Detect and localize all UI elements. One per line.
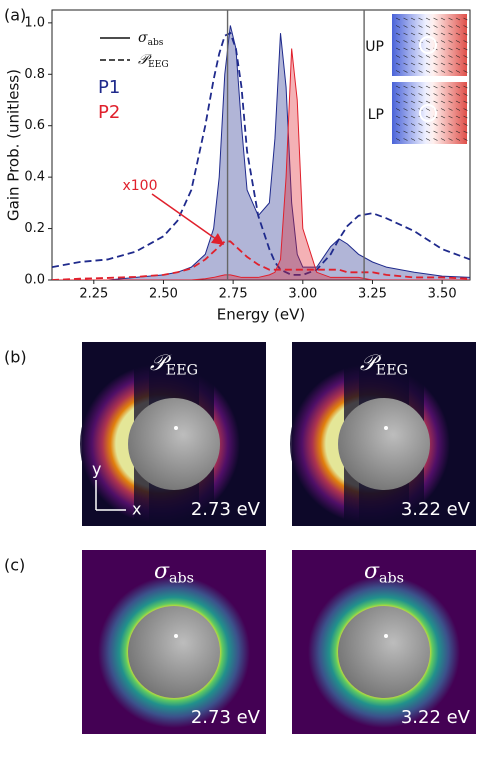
map-title-symbol: σ xyxy=(364,559,380,584)
y-tick-label: 0.6 xyxy=(24,118,45,133)
y-tick-label: 0.8 xyxy=(24,67,45,82)
y-tick-label: 0.0 xyxy=(24,273,45,288)
particle xyxy=(128,606,220,698)
particle-highlight xyxy=(174,426,178,430)
map-title-subscript: EEG xyxy=(376,363,408,379)
particle xyxy=(128,398,220,490)
panel-label: (c) xyxy=(4,556,25,575)
figure: (a) 2.25 2.50 2.75 3.00 3.25 3.50 0.0 0.2 0.4 0.6 0… xyxy=(0,0,490,762)
x-tick-label: 3.25 xyxy=(358,287,387,302)
particle-highlight xyxy=(384,634,388,638)
map-title-subscript: EEG xyxy=(166,363,198,379)
legend-label-subscript: EEG xyxy=(148,60,169,70)
inset-map xyxy=(392,82,467,144)
particle xyxy=(338,606,430,698)
x-tick-label: 3.00 xyxy=(288,287,317,302)
annotation: x100 xyxy=(122,178,157,194)
y-tick-label: 0.2 xyxy=(24,221,45,236)
y-axis-label: Gain Prob. (unitless) xyxy=(5,69,23,221)
axis-name: x xyxy=(132,500,141,519)
y-tick-label: 0.4 xyxy=(24,170,45,185)
x-tick-label: 2.50 xyxy=(149,287,178,302)
x-tick-label: 3.50 xyxy=(428,287,457,302)
y-tick-label: 1.0 xyxy=(24,15,45,30)
legend-label-symbol: σ xyxy=(138,30,148,46)
particle-highlight xyxy=(174,634,178,638)
inset-map xyxy=(392,14,467,76)
map-energy: 3.22 eV xyxy=(401,499,471,520)
map-title-symbol: σ xyxy=(154,559,170,584)
x-tick-label: 2.25 xyxy=(79,287,108,302)
series-label: P2 xyxy=(98,102,120,123)
x-tick-label: 2.75 xyxy=(219,287,248,302)
map-energy: 2.73 eV xyxy=(191,707,261,728)
legend-label-subscript: abs xyxy=(148,38,164,48)
panel-label: (b) xyxy=(4,348,27,367)
panel-label: (a) xyxy=(4,6,26,25)
axis-name: y xyxy=(92,460,101,479)
map-energy: 2.73 eV xyxy=(191,499,261,520)
x-axis-label: Energy (eV) xyxy=(217,306,305,324)
map-energy: 3.22 eV xyxy=(401,707,471,728)
map-title-subscript: abs xyxy=(169,571,194,587)
legend-label: 𝒫EEG xyxy=(138,52,169,70)
particle xyxy=(338,398,430,490)
legend-label: σabs xyxy=(138,30,164,48)
particle-highlight xyxy=(384,426,388,430)
inset-label: UP xyxy=(365,39,384,55)
series-label: P1 xyxy=(98,77,120,98)
inset-label: LP xyxy=(368,107,384,123)
map-title-subscript: abs xyxy=(379,571,404,587)
